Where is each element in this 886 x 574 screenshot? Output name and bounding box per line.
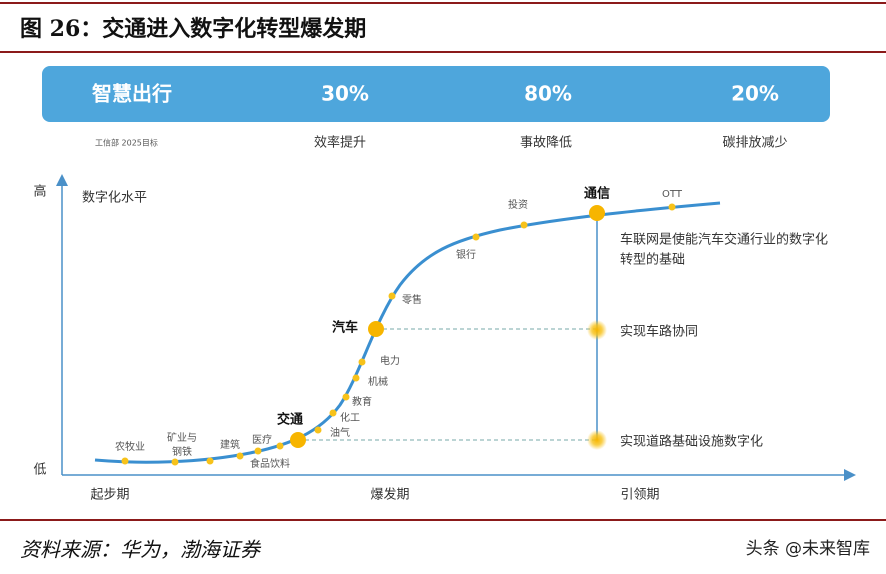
key-node: 交通: [277, 412, 303, 428]
source: 资料来源：华为，渤海证券: [20, 538, 262, 562]
key-dot: [589, 205, 605, 221]
curve-dot: [352, 374, 360, 382]
axis-low: 低: [33, 463, 46, 478]
industry-label: OTT: [662, 189, 683, 200]
curve-dot: [171, 458, 179, 466]
curve-dot: [668, 203, 676, 211]
curve-dot: [314, 426, 322, 434]
industry-label: 机械: [368, 375, 388, 388]
industry-label: 银行: [456, 248, 476, 261]
curve-dot: [276, 442, 284, 450]
phase: 爆发期: [370, 487, 409, 503]
key-node: 汽车: [332, 320, 358, 336]
banner-label: 智慧出行: [92, 82, 172, 106]
key-dot: [290, 432, 306, 448]
industry-label: 农牧业: [115, 440, 145, 453]
glow-dot: [587, 320, 607, 340]
banner-item: 80%: [524, 82, 572, 106]
curve-dot: [358, 358, 366, 366]
note: 车联网是使能汽车交通行业的数字化: [620, 232, 828, 248]
industry-label: 油气: [330, 426, 350, 439]
industry-label: 钢铁: [172, 445, 192, 458]
curve-dot: [121, 457, 129, 465]
industry-label: 矿业与: [167, 431, 197, 444]
industry-label: 建筑: [220, 438, 240, 451]
note: 实现车路协同: [620, 324, 698, 340]
key-dot: [368, 321, 384, 337]
curve-dot: [329, 409, 337, 417]
banner-text: 智慧出行 30% 80% 20%: [92, 82, 779, 106]
industry-label: 零售: [402, 293, 422, 306]
industry-label: 食品饮料: [250, 457, 290, 470]
industry-label: 化工: [340, 411, 360, 424]
axis-high: 高: [33, 184, 46, 200]
curve-dot: [520, 221, 528, 229]
glow-dot: [587, 430, 607, 450]
industry-label: 投资: [508, 198, 528, 211]
phase: 起步期: [90, 488, 129, 503]
curve-dot: [236, 452, 244, 460]
goal-label: 碳排放减少: [722, 136, 787, 151]
banner-item: 30%: [321, 82, 369, 106]
watermark: 头条 @未来智库: [746, 539, 870, 559]
curve-dot: [206, 457, 214, 465]
note: 转型的基础: [620, 252, 685, 268]
goal-label: 效率提升: [314, 135, 366, 151]
goal-note: 工信部 2025目标: [95, 138, 158, 148]
y-label: 数字化水平: [82, 191, 147, 206]
curve-dot: [388, 292, 396, 300]
title: 图 26：交通进入数字化转型爆发期: [20, 16, 366, 42]
goal-label: 事故降低: [520, 136, 572, 151]
banner: [42, 66, 830, 122]
curve-dot: [254, 447, 262, 455]
curve-dot: [342, 393, 350, 401]
note: 实现道路基础设施数字化: [620, 434, 763, 450]
banner-item: 20%: [731, 82, 779, 106]
industry-label: 教育: [352, 395, 372, 408]
key-node: 通信: [584, 186, 610, 202]
industry-label: 医疗: [252, 433, 272, 446]
industry-label: 电力: [380, 354, 400, 367]
phase: 引领期: [620, 488, 659, 503]
curve-dot: [472, 233, 480, 241]
